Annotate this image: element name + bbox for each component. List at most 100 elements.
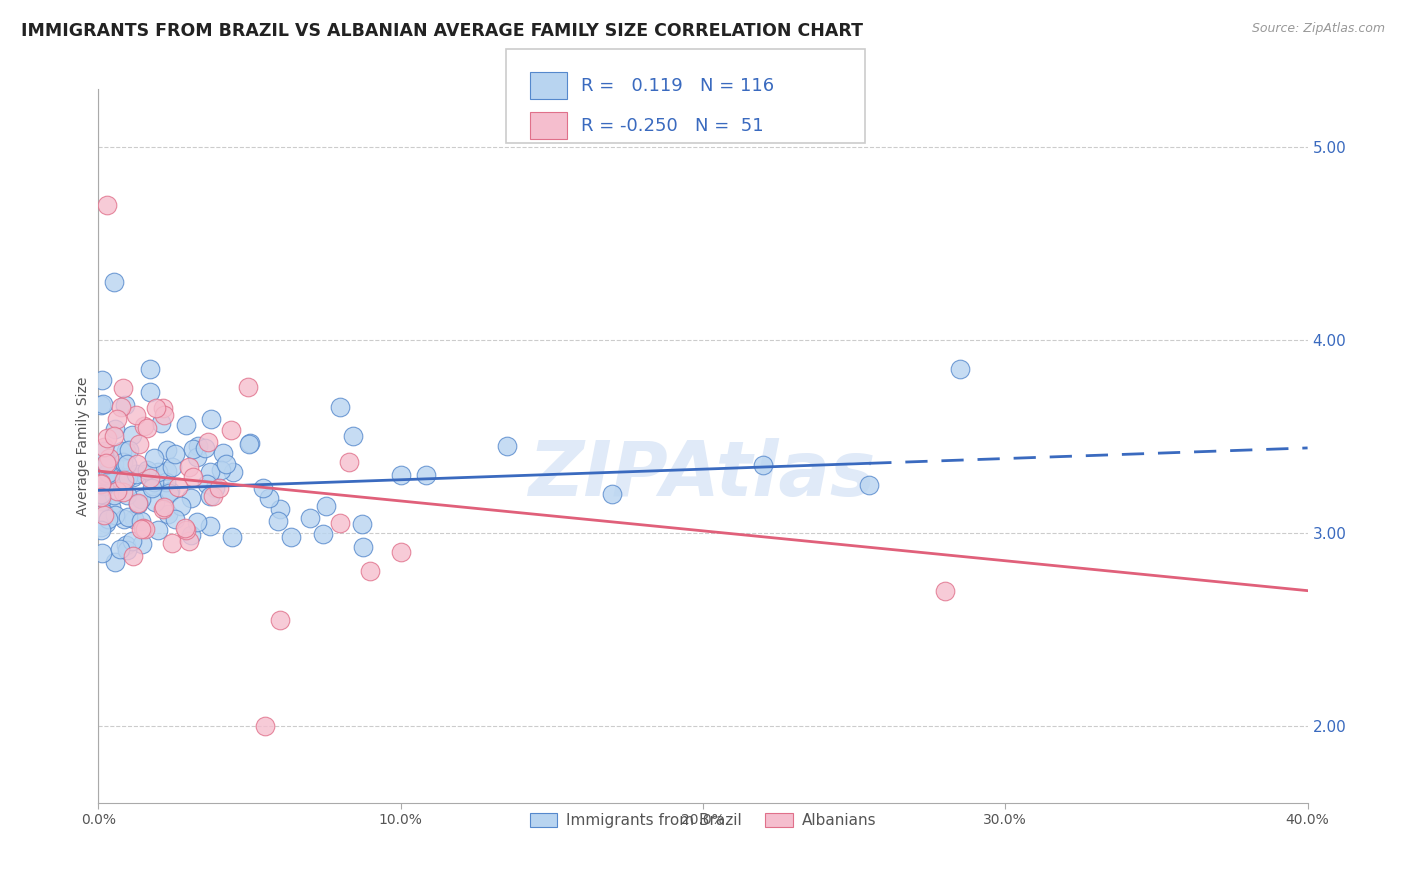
- Point: [352, 540, 374, 554]
- Point: [389, 467, 412, 482]
- Point: [96, 431, 118, 445]
- Point: [195, 477, 218, 491]
- Point: [204, 481, 226, 495]
- Text: R =   0.119   N = 116: R = 0.119 N = 116: [581, 77, 773, 95]
- Point: [91, 373, 114, 387]
- Point: [127, 496, 149, 510]
- Point: [329, 401, 352, 415]
- Point: [934, 583, 956, 598]
- Point: [131, 537, 153, 551]
- Point: [90, 476, 112, 491]
- Point: [103, 429, 125, 443]
- Point: [198, 519, 221, 533]
- Point: [103, 275, 125, 289]
- Point: [165, 512, 187, 526]
- Point: [129, 514, 152, 528]
- Point: [156, 508, 179, 522]
- Point: [115, 458, 138, 472]
- Point: [118, 442, 141, 457]
- Point: [315, 499, 337, 513]
- Point: [139, 362, 162, 376]
- Point: [160, 536, 183, 550]
- Point: [93, 440, 115, 454]
- Point: [93, 444, 115, 458]
- Point: [135, 463, 157, 477]
- Point: [98, 467, 121, 481]
- Point: [209, 463, 232, 477]
- Point: [121, 549, 143, 563]
- Point: [145, 401, 167, 415]
- Point: [200, 465, 222, 479]
- Point: [110, 400, 132, 414]
- Point: [96, 457, 118, 471]
- Point: [157, 485, 180, 500]
- Point: [100, 456, 122, 470]
- Point: [159, 484, 181, 499]
- Point: [136, 421, 159, 435]
- Point: [267, 514, 290, 528]
- Point: [143, 495, 166, 509]
- Point: [115, 543, 138, 558]
- Bar: [530, 72, 567, 99]
- Point: [105, 484, 128, 499]
- Point: [121, 533, 143, 548]
- Point: [90, 487, 112, 501]
- Point: [197, 435, 219, 450]
- Point: [96, 516, 118, 531]
- Point: [201, 489, 224, 503]
- Point: [143, 450, 166, 465]
- Point: [949, 362, 972, 376]
- Point: [121, 428, 143, 442]
- Legend: Immigrants from Brazil, Albanians: Immigrants from Brazil, Albanians: [523, 806, 883, 834]
- Point: [91, 474, 114, 488]
- Point: [152, 401, 174, 415]
- Point: [128, 436, 150, 450]
- Point: [97, 512, 120, 526]
- Point: [98, 460, 121, 475]
- Point: [180, 528, 202, 542]
- Point: [90, 494, 112, 508]
- Point: [155, 475, 177, 489]
- Point: [93, 508, 115, 522]
- Point: [97, 452, 120, 467]
- Point: [221, 530, 243, 544]
- Point: [153, 500, 176, 514]
- Point: [115, 488, 138, 502]
- Point: [352, 516, 374, 531]
- Point: [125, 408, 148, 422]
- Point: [94, 456, 117, 470]
- Point: [160, 460, 183, 475]
- Point: [163, 447, 186, 461]
- Point: [139, 384, 162, 399]
- Point: [495, 439, 517, 453]
- Point: [103, 487, 125, 501]
- Point: [152, 501, 174, 516]
- Point: [101, 465, 124, 479]
- Point: [142, 479, 165, 493]
- Point: [602, 487, 624, 501]
- Point: [131, 521, 153, 535]
- Point: [156, 464, 179, 478]
- Point: [167, 480, 190, 494]
- Point: [93, 479, 115, 493]
- Point: [222, 465, 245, 479]
- Point: [337, 455, 360, 469]
- FancyBboxPatch shape: [506, 49, 865, 143]
- Point: [124, 467, 146, 481]
- Point: [111, 484, 134, 499]
- Point: [134, 419, 156, 434]
- Point: [90, 519, 112, 533]
- Point: [312, 527, 335, 541]
- Point: [280, 530, 302, 544]
- Point: [181, 442, 204, 457]
- Point: [198, 489, 221, 503]
- Point: [90, 490, 112, 504]
- Point: [752, 458, 775, 473]
- Point: [114, 511, 136, 525]
- Point: [105, 467, 128, 481]
- Point: [139, 471, 162, 485]
- Point: [105, 412, 128, 426]
- Point: [90, 398, 112, 412]
- Point: [97, 466, 120, 480]
- Point: [858, 477, 880, 491]
